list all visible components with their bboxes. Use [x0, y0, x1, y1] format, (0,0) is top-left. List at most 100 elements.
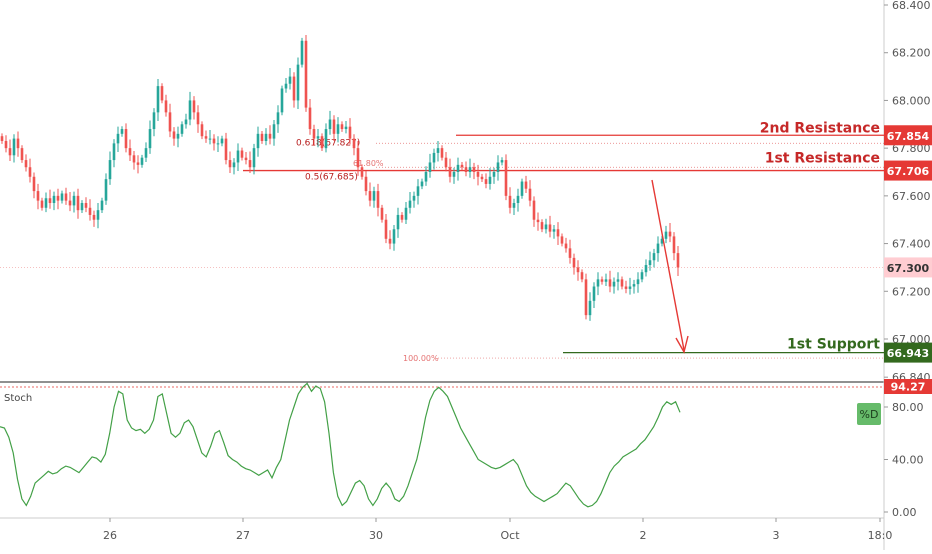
- time-tick-label: Oct: [500, 529, 520, 542]
- support-1-label: 1st Support: [787, 337, 880, 353]
- candle-body: [424, 172, 428, 182]
- stoch-tick-label: 0.00: [892, 506, 917, 519]
- candle-body: [276, 112, 280, 125]
- current-price-tag-bg: [884, 257, 932, 278]
- candle-body: [304, 40, 308, 108]
- stoch-indicator-name: Stoch: [4, 393, 32, 404]
- candle-body: [568, 248, 572, 258]
- current-price-tag: 67.300: [887, 262, 930, 275]
- candle-body: [292, 76, 296, 101]
- candle-body: [600, 279, 604, 282]
- candle-body: [596, 279, 600, 287]
- candle-body: [580, 272, 584, 280]
- candle-body: [212, 138, 216, 144]
- candle-body: [132, 155, 136, 163]
- candle-body: [484, 179, 488, 184]
- candle-body: [456, 164, 460, 172]
- candle-body: [64, 193, 68, 201]
- candle-body: [404, 207, 408, 220]
- candle-body: [88, 207, 92, 215]
- candle-body: [136, 162, 140, 165]
- candle-body: [536, 219, 540, 223]
- candle-body: [48, 198, 52, 204]
- projection-arrow-head: [675, 335, 689, 354]
- candle-body: [8, 148, 12, 156]
- candle-body: [500, 160, 504, 163]
- candle-body: [180, 124, 184, 134]
- candle-body: [380, 207, 384, 220]
- candle-body: [240, 150, 244, 158]
- candle-body: [248, 160, 252, 168]
- candle-body: [632, 284, 636, 287]
- time-tick-label: 18:0: [868, 529, 893, 542]
- candle-body: [252, 148, 256, 168]
- candle-body: [60, 193, 64, 201]
- candle-body: [284, 83, 288, 89]
- candle-body: [384, 219, 388, 239]
- candle-body: [348, 126, 352, 139]
- candle-body: [520, 181, 524, 196]
- candle-body: [92, 214, 96, 220]
- stoch-tick-label: 40.00: [892, 454, 924, 467]
- price-tick-label: 68.000: [892, 94, 931, 107]
- candle-body: [408, 200, 412, 208]
- candle-body: [592, 286, 596, 301]
- candle-body: [548, 224, 552, 232]
- candle-body: [672, 236, 676, 254]
- fib-100pct-label: 100.00%: [403, 354, 439, 363]
- candle-body: [188, 100, 192, 120]
- resistance-1-price-tag-bg: [884, 160, 932, 181]
- candle-body: [652, 253, 656, 261]
- candle-body: [624, 286, 628, 289]
- candle-body: [192, 100, 196, 113]
- candle-body: [4, 140, 8, 149]
- fib-05-label: 0.5(67.685): [305, 173, 358, 183]
- candle-body: [468, 167, 472, 172]
- candle-body: [488, 176, 492, 184]
- candle-body: [388, 238, 392, 244]
- price-tick-label: 68.400: [892, 0, 931, 12]
- candle-body: [472, 167, 476, 172]
- candle-body: [104, 179, 108, 201]
- candle-body: [228, 160, 232, 168]
- stoch-d-line: [0, 382, 681, 508]
- candle-body: [144, 148, 148, 158]
- projection-arrow-line: [651, 179, 685, 351]
- candle-body: [452, 172, 456, 177]
- candle-body: [196, 112, 200, 125]
- candle-body: [208, 138, 212, 140]
- candle-body: [376, 191, 380, 208]
- time-tick-label: 26: [103, 529, 117, 542]
- candle-body: [508, 195, 512, 208]
- candle-body: [80, 203, 84, 211]
- candle-body: [168, 112, 172, 132]
- stoch-overbought-tag: 94.27: [891, 381, 926, 394]
- candle-body: [644, 265, 648, 273]
- candle-body: [96, 210, 100, 220]
- candle-body: [328, 119, 332, 130]
- candle-body: [412, 195, 416, 201]
- candle-body: [84, 203, 88, 208]
- candle-body: [308, 107, 312, 130]
- candle-body: [120, 129, 124, 134]
- candle-body: [268, 133, 272, 139]
- candle-body: [604, 279, 608, 282]
- candle-body: [204, 136, 208, 139]
- candle-body: [428, 162, 432, 172]
- candle-body: [12, 138, 16, 156]
- candle-body: [656, 243, 660, 254]
- candle-body: [560, 236, 564, 244]
- candle-body: [648, 260, 652, 266]
- candle-body: [544, 224, 548, 230]
- candle-body: [532, 200, 536, 220]
- candle-body: [16, 138, 20, 149]
- candle-body: [664, 231, 668, 239]
- price-tick-label: 68.200: [892, 47, 931, 60]
- candle-body: [628, 286, 632, 289]
- candle-body: [504, 160, 508, 196]
- candle-body: [512, 203, 516, 208]
- candle-body: [312, 129, 316, 139]
- candle-body: [556, 229, 560, 237]
